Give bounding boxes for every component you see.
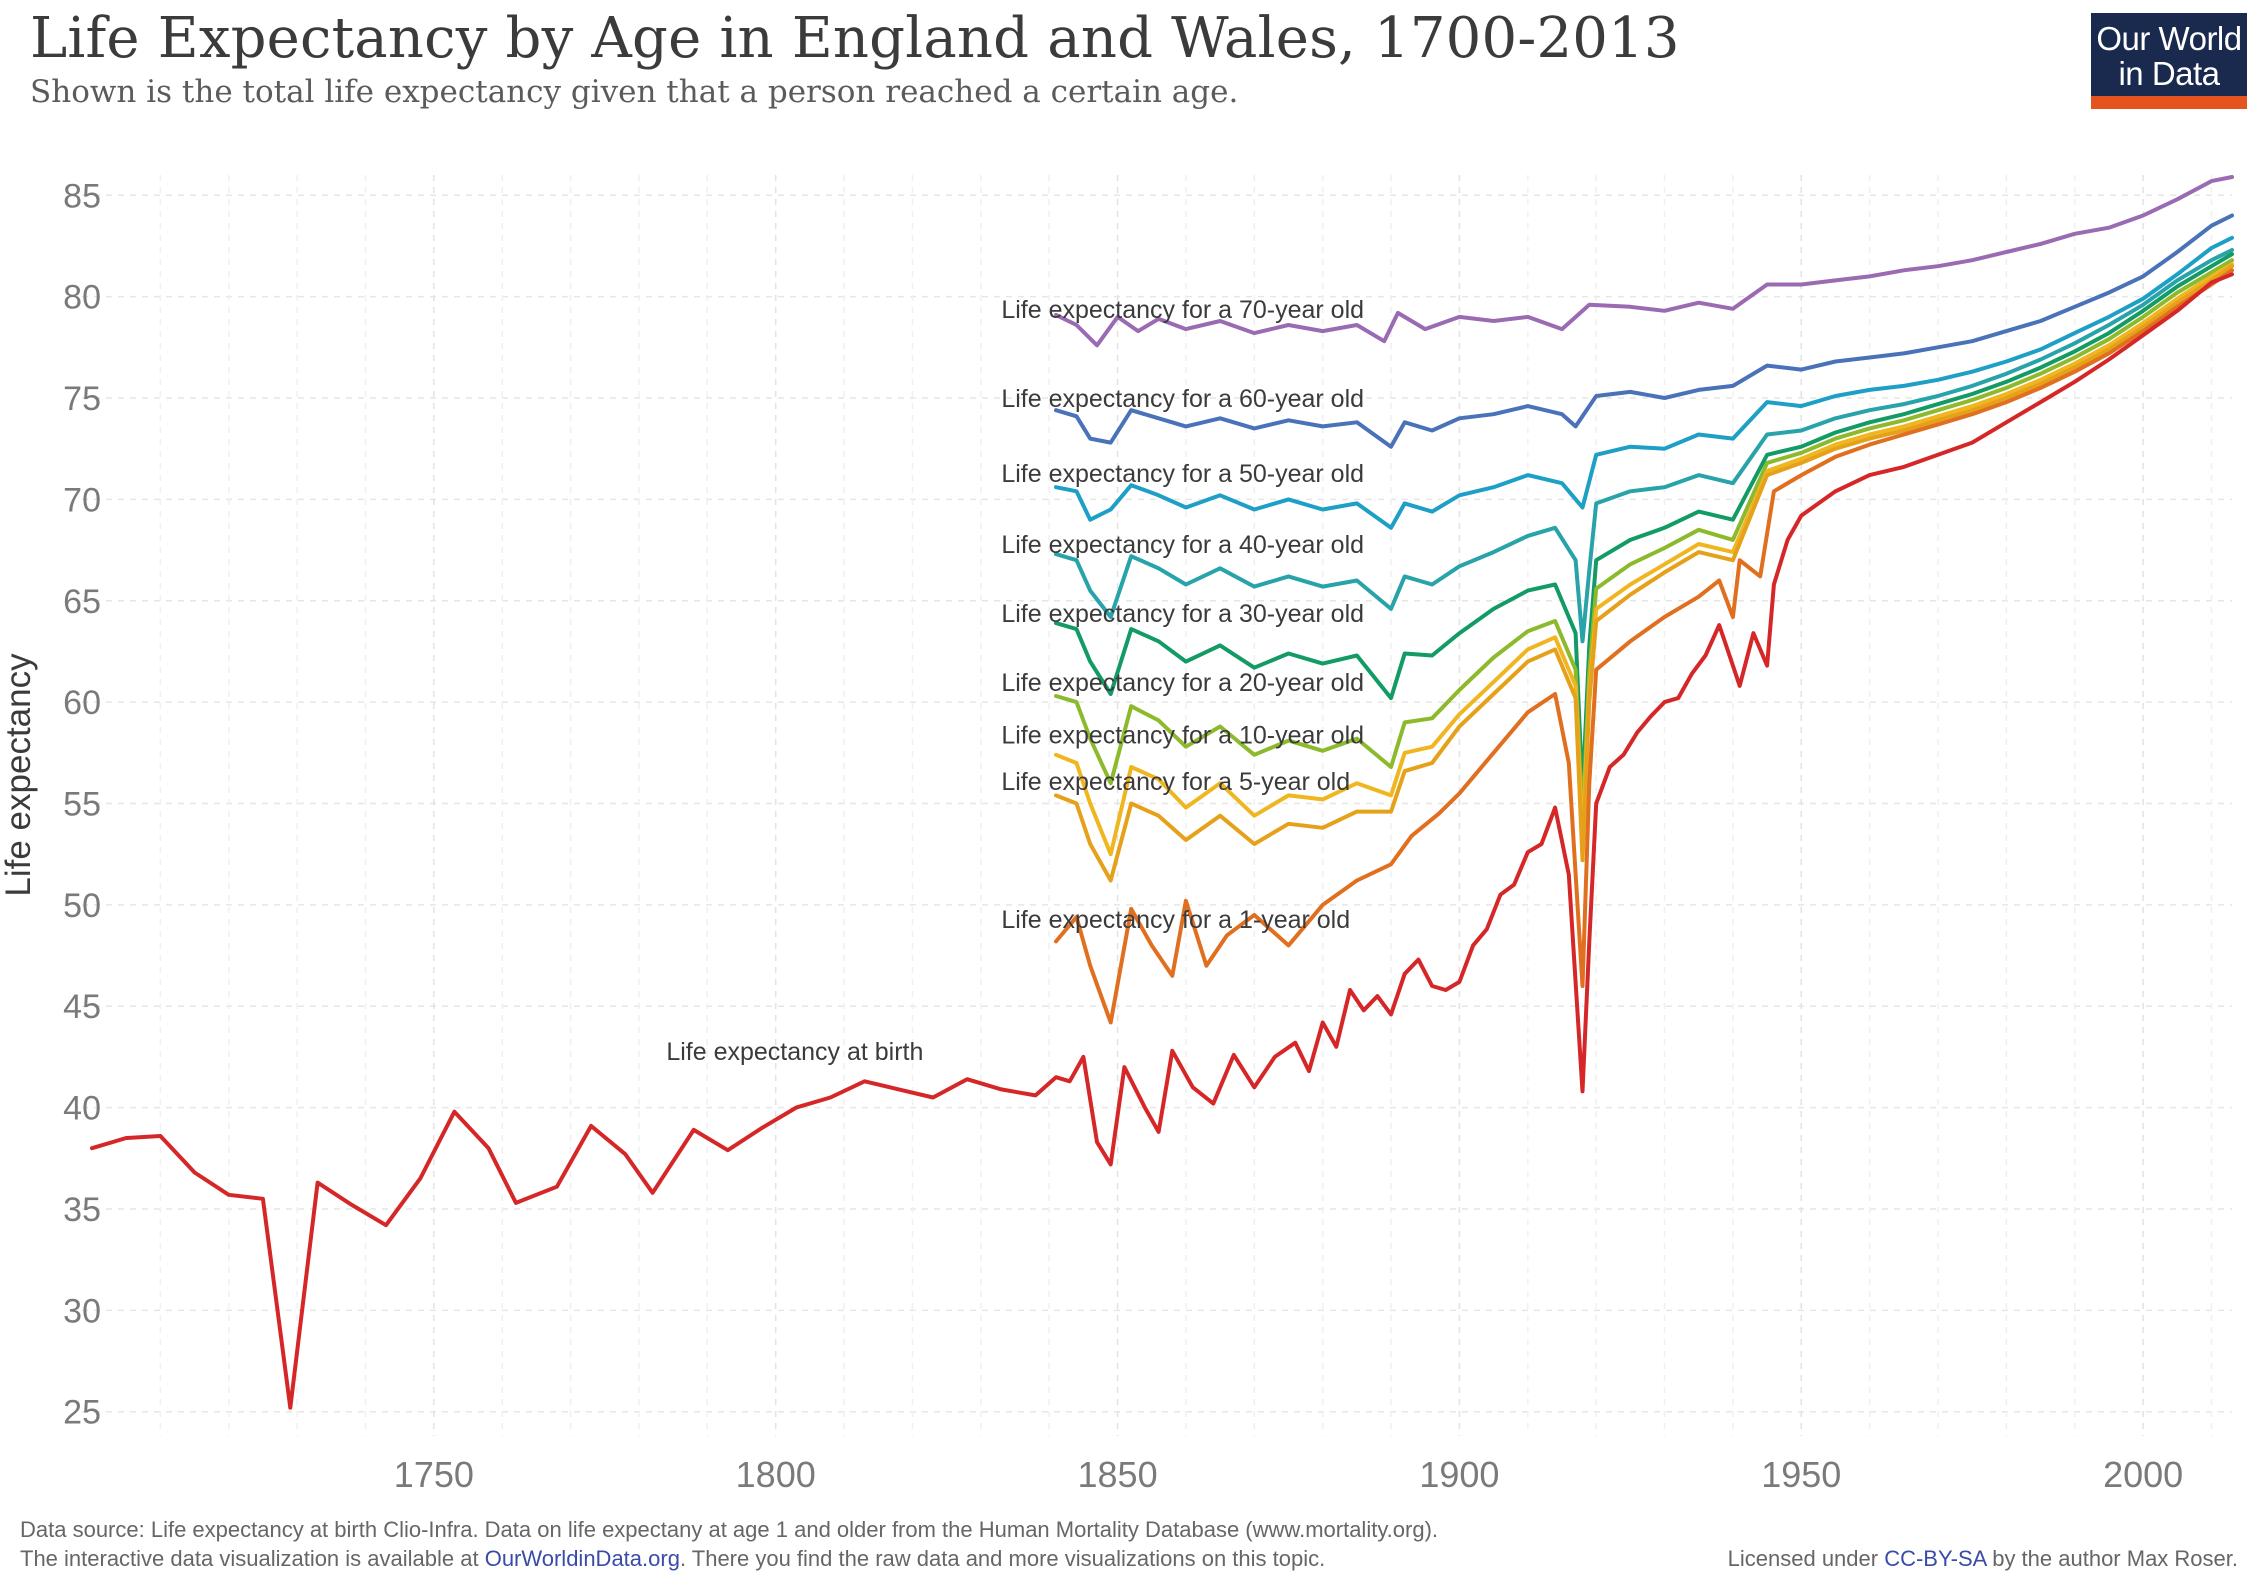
interactive-note-suffix: . There you find the raw data and more v…: [679, 1546, 1326, 1571]
license-note: Licensed under CC-BY-SA by the author Ma…: [1728, 1546, 2238, 1572]
series-annotation-4: Life expectancy for a 30-year old: [1001, 600, 1364, 628]
x-tick-label: 2000: [2103, 1454, 2183, 1495]
series-annotations: Life expectancy for a 70-year old Life ex…: [666, 296, 1364, 1066]
series-annotation-3: Life expectancy for a 40-year old: [1001, 531, 1364, 559]
y-tick-label: 35: [63, 1191, 101, 1229]
series-lines: [90, 175, 2234, 1410]
axis-ticks: 25 30 35 40 45 50 55 60 65 70 75 80 85 1750 1800 1850 19…: [63, 177, 2183, 1495]
series-line-4: [1054, 252, 2234, 796]
series-line-2: [1054, 235, 2234, 530]
series-line-7: [1054, 264, 2234, 883]
y-tick-label: 85: [63, 177, 101, 215]
y-tick-label: 25: [63, 1394, 101, 1432]
x-tick-label: 1800: [736, 1454, 816, 1495]
owid-link[interactable]: OurWorldinData.org: [484, 1546, 680, 1571]
y-tick-label: 30: [63, 1292, 101, 1330]
series-line-0: [1054, 175, 2234, 348]
series-annotation-1: Life expectancy for a 60-year old: [1001, 385, 1364, 413]
logo-accent-bar: [2091, 96, 2247, 109]
chart-subtitle: Shown is the total life expectancy given…: [30, 74, 1239, 110]
y-tick-label: 45: [63, 988, 101, 1026]
series-annotation-7: Life expectancy for a 5-year old: [1001, 768, 1350, 796]
series-annotation-0: Life expectancy for a 70-year old: [1001, 296, 1364, 324]
series-line-8: [1054, 268, 2234, 1025]
chart-title: Life Expectancy by Age in England and Wa…: [30, 6, 1680, 71]
series-line-1: [1054, 213, 2234, 449]
y-tick-label: 50: [63, 887, 101, 925]
x-tick-label: 1900: [1419, 1454, 1499, 1495]
license-suffix: by the author Max Roser.: [1986, 1546, 2238, 1571]
y-tick-label: 65: [63, 583, 101, 621]
series-line-9: [90, 272, 2234, 1410]
interactive-note-prefix: The interactive data visualization is av…: [20, 1546, 485, 1571]
data-source-note: Data source: Life expectancy at birth Cl…: [20, 1517, 1439, 1542]
y-tick-label: 55: [63, 786, 101, 824]
license-prefix: Licensed under: [1727, 1546, 1885, 1571]
x-tick-label: 1750: [394, 1454, 474, 1495]
series-annotation-8: Life expectancy for a 1-year old: [1001, 906, 1350, 934]
series-annotation-6: Life expectancy for a 10-year old: [1001, 722, 1364, 750]
grid: [82, 175, 2232, 1436]
series-annotation-9: Life expectancy at birth: [666, 1038, 923, 1066]
y-tick-label: 60: [63, 684, 101, 722]
y-tick-label: 80: [63, 279, 101, 317]
x-tick-label: 1850: [1078, 1454, 1158, 1495]
logo-line-1: Our World: [2096, 20, 2242, 57]
interactive-note: The interactive data visualization is av…: [20, 1546, 1325, 1572]
license-link[interactable]: CC-BY-SA: [1884, 1546, 1987, 1571]
y-tick-label: 40: [63, 1090, 101, 1128]
owid-logo[interactable]: Our World in Data: [2091, 13, 2247, 109]
x-tick-label: 1950: [1761, 1454, 1841, 1495]
y-tick-label: 70: [63, 481, 101, 519]
y-tick-label: 75: [63, 380, 101, 418]
series-line-3: [1054, 248, 2234, 644]
series-annotation-5: Life expectancy for a 20-year old: [1001, 669, 1364, 697]
logo-line-2: in Data: [2118, 55, 2220, 92]
series-annotation-2: Life expectancy for a 50-year old: [1001, 460, 1364, 488]
